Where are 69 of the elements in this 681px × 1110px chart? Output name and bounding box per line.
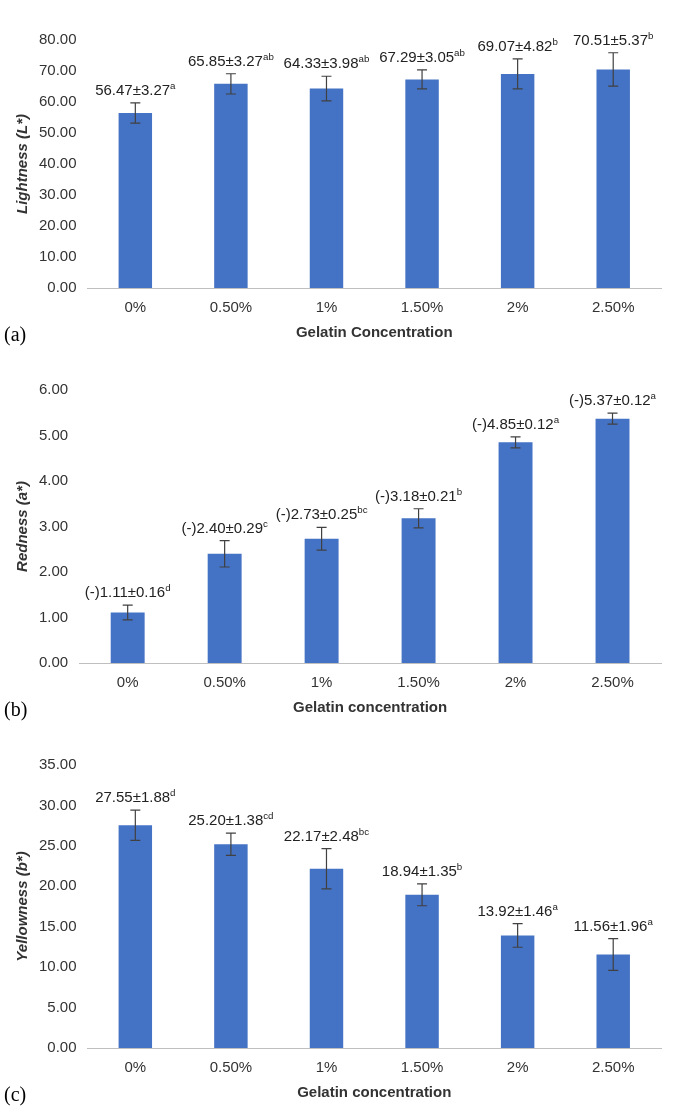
y-tick-label: 20.00	[38, 876, 77, 894]
y-tick-label: 25.00	[38, 836, 77, 853]
y-tick-label: 70.00	[38, 61, 77, 79]
x-tick-label: 1%	[315, 298, 338, 316]
y-tick-label: 10.00	[38, 247, 77, 265]
bar	[214, 844, 248, 1048]
x-axis-title: Gelatin Concentration	[295, 323, 453, 341]
y-tick-label: 50.00	[38, 123, 77, 141]
y-tick-label: 1.00	[38, 607, 69, 625]
x-tick-label: 2%	[506, 298, 529, 316]
bar	[110, 612, 145, 663]
bar	[309, 88, 344, 288]
bar	[118, 825, 153, 1048]
x-tick-label: 0.50%	[203, 673, 246, 691]
x-tick-label: 1.50%	[397, 673, 440, 691]
bar	[118, 112, 153, 288]
y-tick-label: 30.00	[38, 795, 77, 813]
bar	[596, 69, 630, 288]
bar	[596, 954, 630, 1048]
x-axis-title: Gelatin concentration	[297, 1083, 452, 1101]
y-tick-label: 4.00	[38, 471, 69, 489]
x-tick-label: 2.50%	[591, 1058, 635, 1076]
y-tick-label: 15.00	[38, 916, 77, 934]
x-tick-label: 1.50%	[400, 1058, 444, 1076]
x-tick-label: 2.50%	[591, 298, 635, 316]
y-tick-label: 35.00	[38, 755, 77, 773]
text: (b)	[4, 698, 28, 722]
y-tick-label: 3.00	[38, 516, 69, 534]
y-tick-label: 80.00	[38, 30, 77, 48]
x-tick-label: 0%	[124, 298, 147, 316]
y-tick-label: 0.00	[47, 1038, 77, 1056]
bar	[304, 538, 339, 663]
x-tick-label: 2%	[506, 1058, 529, 1076]
x-tick-label: 2.50%	[591, 673, 634, 691]
y-tick-label: 0.00	[38, 653, 69, 671]
bar	[500, 935, 535, 1048]
bar	[207, 553, 242, 663]
x-tick-label: 1%	[315, 1058, 338, 1076]
x-tick-label: 0.50%	[209, 298, 253, 316]
y-axis-title: Lightness (L*)	[13, 114, 31, 214]
x-tick-label: 1.50%	[400, 298, 444, 316]
y-tick-label: 40.00	[38, 154, 77, 172]
x-tick-label: 0.50%	[209, 1058, 253, 1076]
x-tick-label: 1%	[310, 673, 333, 691]
y-tick-label: 20.00	[38, 216, 77, 234]
y-tick-label: 2.00	[38, 562, 69, 580]
bar	[405, 894, 439, 1048]
y-tick-label: 5.00	[47, 997, 77, 1015]
bar	[401, 518, 436, 663]
y-tick-label: 10.00	[38, 957, 77, 975]
y-tick-label: 30.00	[38, 185, 77, 203]
bar	[595, 418, 630, 663]
bar	[405, 79, 439, 288]
y-tick-label: 5.00	[38, 425, 69, 443]
y-axis-title: Redness (a*)	[13, 481, 31, 572]
y-tick-label: 6.00	[38, 380, 69, 398]
bar	[214, 83, 248, 288]
x-tick-label: 0%	[116, 673, 139, 691]
x-tick-label: 2%	[504, 673, 527, 691]
x-tick-label: 0%	[124, 1058, 147, 1076]
x-axis-title: Gelatin concentration	[293, 698, 448, 716]
text: (c)	[4, 1083, 27, 1107]
bar	[498, 442, 533, 663]
y-tick-label: 0.00	[47, 278, 77, 296]
y-tick-label: 60.00	[38, 92, 77, 110]
y-axis-title: Yellowness (b*)	[13, 851, 31, 962]
text: (a)	[4, 323, 27, 347]
bar	[309, 868, 344, 1048]
bar	[500, 73, 535, 288]
